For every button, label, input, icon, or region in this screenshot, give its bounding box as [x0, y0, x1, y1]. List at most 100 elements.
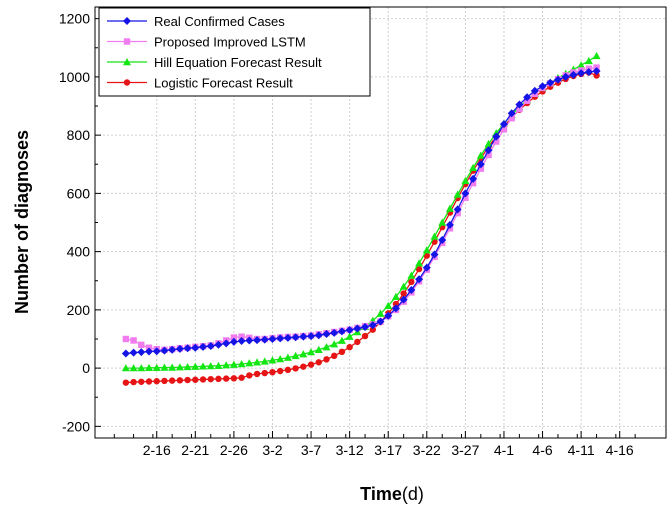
series-logistic-forecast-result	[122, 69, 600, 386]
data-point	[593, 72, 600, 79]
data-point	[229, 360, 238, 368]
data-point	[516, 105, 523, 113]
y-tick-label: 1000	[59, 69, 90, 85]
data-point	[215, 375, 222, 383]
data-point	[469, 174, 478, 183]
data-point	[445, 204, 454, 212]
data-point	[222, 361, 231, 369]
data-point	[569, 70, 578, 79]
data-point	[122, 335, 130, 343]
data-point	[415, 275, 424, 284]
data-point	[376, 317, 385, 326]
data-point	[130, 337, 137, 344]
data-point	[346, 343, 353, 351]
data-point	[237, 360, 246, 368]
y-tick-label: 0	[82, 360, 90, 376]
data-point	[384, 311, 393, 320]
data-point	[500, 126, 508, 133]
data-point	[415, 259, 424, 267]
legend-marker	[123, 58, 131, 66]
data-point	[415, 265, 423, 273]
data-point	[476, 160, 485, 169]
data-point	[152, 347, 161, 356]
data-point	[137, 348, 146, 357]
data-point	[145, 363, 154, 372]
data-point	[145, 378, 153, 385]
data-point	[130, 378, 137, 386]
data-point	[129, 348, 138, 357]
data-point	[461, 176, 470, 185]
legend-label: Real Confirmed Cases	[154, 14, 285, 29]
data-point	[292, 365, 299, 372]
legend-entry: Real Confirmed Cases	[107, 14, 285, 29]
data-point	[299, 332, 308, 341]
legend-marker	[123, 17, 131, 25]
data-point	[345, 325, 354, 334]
data-point	[175, 344, 184, 353]
data-point	[192, 376, 199, 383]
data-point	[269, 368, 276, 376]
data-point	[508, 115, 515, 122]
data-point	[153, 378, 160, 385]
data-point	[538, 82, 547, 91]
data-point	[161, 377, 168, 385]
data-point	[484, 146, 493, 155]
data-point	[145, 347, 154, 356]
data-point	[199, 376, 207, 383]
x-tick-label: 2-16	[143, 442, 171, 458]
data-point	[577, 69, 586, 78]
data-point	[238, 374, 245, 381]
data-point	[253, 336, 262, 345]
legend-entry: Proposed Improved LSTM	[107, 35, 306, 50]
data-point	[222, 339, 231, 348]
data-point	[461, 189, 470, 198]
legend-marker	[123, 79, 131, 86]
data-point	[307, 348, 316, 356]
data-point	[399, 295, 408, 304]
data-point	[430, 250, 439, 259]
x-tick-label: 4-1	[494, 442, 514, 458]
data-point	[322, 330, 331, 339]
y-tick-label: -200	[62, 418, 90, 434]
data-point	[561, 72, 570, 81]
data-point	[323, 356, 330, 363]
data-point	[331, 352, 338, 360]
x-axis-title: Time(d)	[360, 484, 424, 504]
data-point	[276, 355, 285, 363]
data-point	[276, 334, 285, 343]
data-point	[307, 361, 315, 368]
data-point	[214, 340, 223, 349]
data-point	[238, 333, 245, 340]
data-point	[191, 362, 200, 370]
data-point	[369, 326, 376, 333]
x-tick-label: 4-16	[606, 442, 634, 458]
x-tick-label: 3-2	[262, 442, 282, 458]
data-point	[168, 377, 176, 384]
x-tick-label: 4-11	[568, 442, 595, 458]
data-point	[462, 194, 469, 201]
data-point	[354, 338, 361, 346]
data-point	[407, 271, 416, 279]
data-point	[453, 190, 462, 198]
legend-entry: Hill Equation Forecast Result	[107, 55, 322, 70]
data-point	[469, 179, 477, 187]
data-point	[322, 343, 331, 351]
data-point	[307, 332, 316, 341]
data-point	[422, 246, 431, 254]
data-point	[400, 290, 407, 297]
data-point	[353, 324, 362, 333]
data-point	[260, 357, 269, 365]
data-point	[408, 278, 415, 286]
data-point	[422, 263, 431, 272]
data-point	[469, 163, 478, 171]
data-point	[530, 86, 539, 95]
data-point	[438, 235, 447, 244]
data-point	[438, 218, 447, 226]
series-layer	[121, 51, 601, 386]
data-point	[222, 375, 230, 382]
data-point	[246, 372, 253, 379]
data-point	[315, 359, 322, 366]
data-point	[261, 369, 268, 377]
series-line	[125, 71, 597, 384]
data-point	[268, 356, 277, 364]
